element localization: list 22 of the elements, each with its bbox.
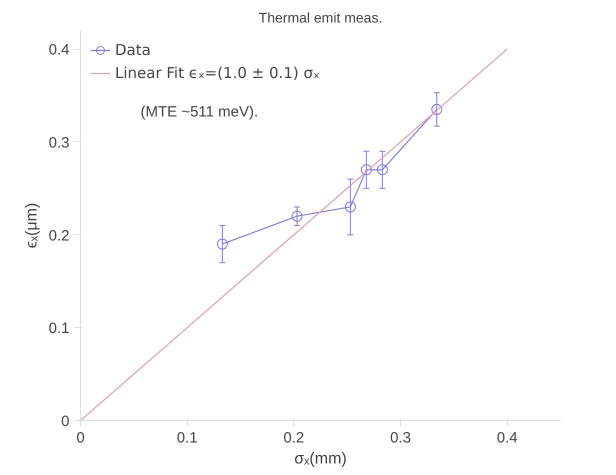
legend-label: Linear Fit ϵₓ=(1.0 ± 0.1) σₓ <box>115 64 320 82</box>
x-tick-label: 0.4 <box>496 430 518 446</box>
x-tick-label: 0 <box>76 430 85 446</box>
point <box>360 164 372 176</box>
x-tick-label: 0.1 <box>176 430 198 446</box>
point <box>431 104 442 115</box>
y-axis-title: ϵₓ(μm) <box>24 202 41 248</box>
x-tick-label: 0.3 <box>390 430 411 446</box>
chart-title: Thermal emit meas. <box>258 10 382 26</box>
y-tick-label: 0.3 <box>48 134 70 152</box>
point <box>216 238 228 250</box>
x-tick-label: 0.2 <box>283 430 304 446</box>
y-tick-label: 0.2 <box>48 227 70 244</box>
annotation: (MTE ~511 meV). <box>140 104 258 120</box>
point <box>344 201 356 212</box>
y-tick-label: 0 <box>61 413 70 430</box>
point <box>376 164 388 176</box>
x-axis-title: σₓ(mm) <box>294 450 347 468</box>
y-tick-label: 0.4 <box>48 42 70 59</box>
y-tick-label: 0.1 <box>48 320 70 338</box>
point <box>292 210 303 222</box>
legend-label: Data <box>115 41 151 59</box>
